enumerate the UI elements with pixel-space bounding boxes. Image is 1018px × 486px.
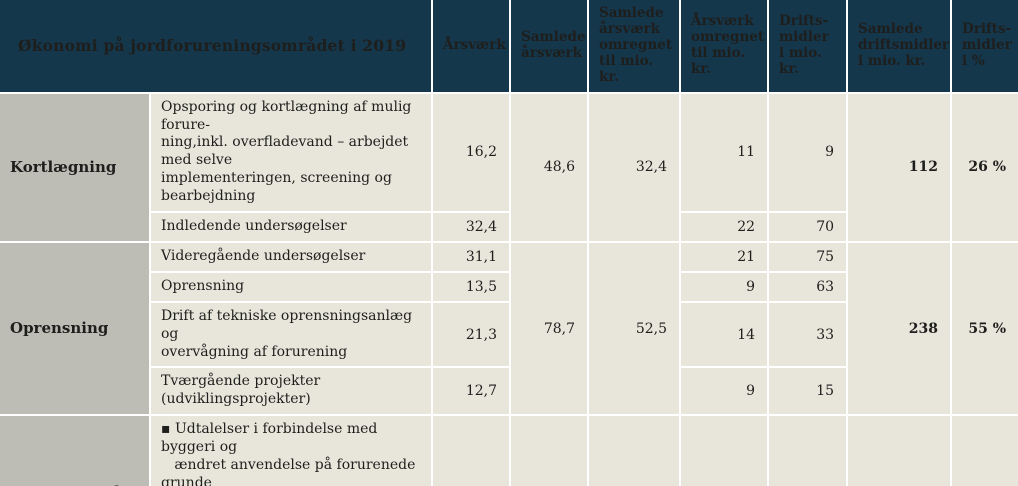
table-row: Kortlægning Opsporing og kortlægning af … xyxy=(0,91,1018,243)
value-samlede-arsvaerk-omregnet: 52,5 xyxy=(587,240,682,417)
description-cell: Oprensning xyxy=(148,270,434,303)
description-cell: Opsporing og kortlægning af mulig forure… xyxy=(148,91,434,214)
col-header-driftsmidler-pct: Drifts- midler i % xyxy=(950,0,1018,94)
description-cell: Indledende undersøgelser xyxy=(148,211,434,243)
table-title: Økonomi på jordforureningsområdet i 2019 xyxy=(0,0,434,94)
description-cell: Drift af tekniske oprensningsanlæg og ov… xyxy=(148,300,434,369)
table-row: Tværgående projekter (udviklingsprojekte… xyxy=(0,366,1018,417)
col-header-arsvaerk: Årsværk xyxy=(431,0,512,94)
value-samlede-driftsmidler: 112 xyxy=(846,91,953,243)
value-arsvaerk: 16,2 xyxy=(431,91,512,214)
value-driftsmidler: 70 xyxy=(767,211,849,243)
value-driftsmidler: 15 xyxy=(767,366,849,417)
value-arsvaerk-omregnet: 9 xyxy=(679,366,770,417)
col-header-samlede-arsvaerk: Samlede årsværk xyxy=(509,0,590,94)
category-cell-borgerrettede: Borgerrettede opgaver xyxy=(0,414,151,486)
value-arsvaerk-omregnet: 21 xyxy=(679,240,770,273)
value-arsvaerk-omregnet: 27 xyxy=(679,414,770,486)
value-arsvaerk: 13,5 xyxy=(431,270,512,303)
value-arsvaerk: 31,1 xyxy=(431,240,512,273)
value-samlede-arsvaerk: 40,3 xyxy=(509,414,590,486)
category-cell-kortlaegning: Kortlægning xyxy=(0,91,151,243)
value-driftsmidler: 63 xyxy=(767,270,849,303)
value-driftsmidler: 9 xyxy=(767,91,849,214)
description-cell: ▪ Udtalelser i forbindelse med byggeri o… xyxy=(148,414,434,486)
value-driftsmidler: 75 xyxy=(767,240,849,273)
value-arsvaerk: 12,7 xyxy=(431,366,512,417)
value-driftsmidler-pct: 26 % xyxy=(950,91,1018,243)
table-row: Oprensning Videregående undersøgelser 31… xyxy=(0,240,1018,417)
value-samlede-arsvaerk: 48,6 xyxy=(509,91,590,243)
value-samlede-driftsmidler: 238 xyxy=(846,240,953,417)
col-header-samlede-driftsmidler: Samlede driftsmidler i mio. kr. xyxy=(846,0,953,94)
value-arsvaerk: 32,4 xyxy=(431,211,512,243)
header-row: Økonomi på jordforureningsområdet i 2019… xyxy=(0,0,1018,94)
col-header-arsvaerk-omregnet: Årsværk omregnet til mio. kr. xyxy=(679,0,770,94)
value-arsvaerk-omregnet: 11 xyxy=(679,91,770,214)
value-driftsmidler: 2 xyxy=(767,414,849,486)
value-arsvaerk: 40,3 xyxy=(431,414,512,486)
table-row: Drift af tekniske oprensningsanlæg og ov… xyxy=(0,300,1018,369)
col-header-driftsmidler-mio: Drifts- midler i mio. kr. xyxy=(767,0,849,94)
value-arsvaerk-omregnet: 9 xyxy=(679,270,770,303)
value-driftsmidler-pct: 7 % xyxy=(950,414,1018,486)
value-arsvaerk-omregnet: 14 xyxy=(679,300,770,369)
description-cell: Tværgående projekter (udviklingsprojekte… xyxy=(148,366,434,417)
col-header-samlede-arsvaerk-omregnet: Samlede årsværk omregnet til mio. kr. xyxy=(587,0,682,94)
value-samlede-arsvaerk: 78,7 xyxy=(509,240,590,417)
value-arsvaerk: 21,3 xyxy=(431,300,512,369)
table-row: Borgerrettede opgaver ▪ Udtalelser i for… xyxy=(0,414,1018,486)
value-driftsmidler: 33 xyxy=(767,300,849,369)
table-row: Indledende undersøgelser 32,4 22 70 xyxy=(0,211,1018,243)
value-samlede-driftsmidler: 29 xyxy=(846,414,953,486)
value-arsvaerk-omregnet: 22 xyxy=(679,211,770,243)
value-samlede-arsvaerk-omregnet: 26,9 xyxy=(587,414,682,486)
category-cell-oprensning: Oprensning xyxy=(0,240,151,417)
value-driftsmidler-pct: 55 % xyxy=(950,240,1018,417)
table-row: Oprensning 13,5 9 63 xyxy=(0,270,1018,303)
description-cell: Videregående undersøgelser xyxy=(148,240,434,273)
value-samlede-arsvaerk-omregnet: 32,4 xyxy=(587,91,682,243)
